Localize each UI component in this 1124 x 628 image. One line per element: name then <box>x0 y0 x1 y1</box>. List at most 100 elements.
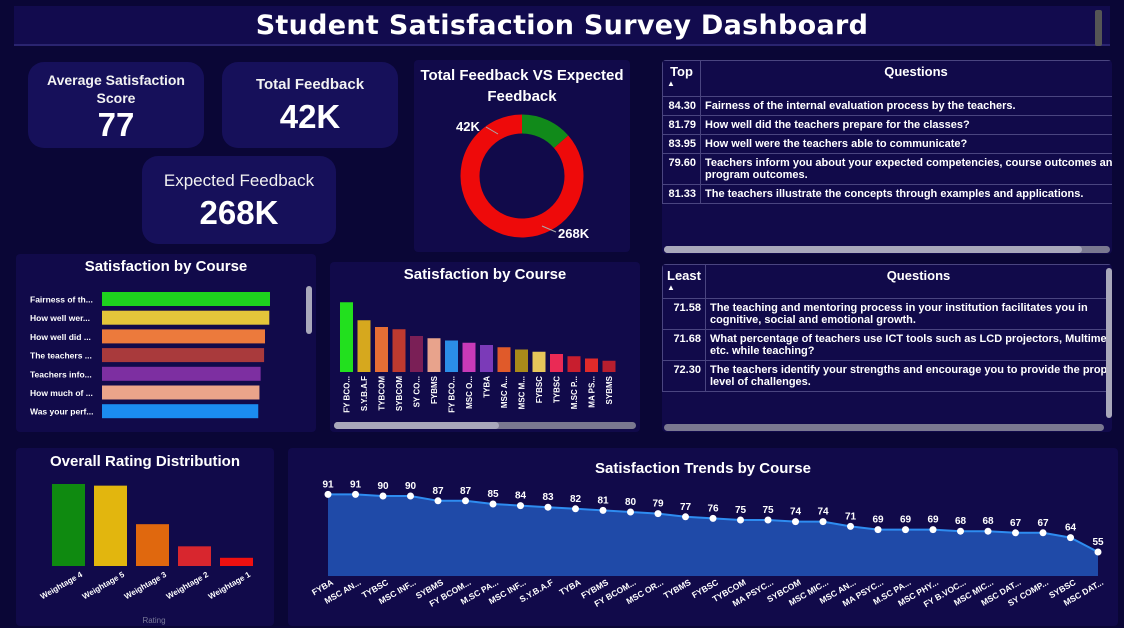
trend-data-label: 74 <box>817 507 829 518</box>
total-feedback-value: 42K <box>279 98 341 135</box>
hbar-bar <box>102 348 265 363</box>
trend-data-label: 71 <box>845 511 857 522</box>
vbar-panel: Satisfaction by Course FY BCO... S.Y.B.A.… <box>330 262 640 432</box>
hbar-panel: Satisfaction by Course Fairness of th...… <box>16 254 316 432</box>
questions-col-header[interactable]: Questions <box>700 60 1112 97</box>
trend-data-label: 91 <box>350 479 362 490</box>
expected-feedback-label: Expected Feedback <box>163 171 315 190</box>
hbar-bar <box>102 385 260 400</box>
trend-point <box>544 503 552 511</box>
vbar-category-label: MSC M... <box>518 376 527 409</box>
hbar-bar <box>102 310 270 325</box>
vbar-category-label: TYBCOM <box>378 376 387 411</box>
donut-panel: Total Feedback VS Expected Feedback 42K 2… <box>414 60 630 252</box>
page-scrollbar[interactable] <box>1095 10 1102 46</box>
hbar-category-label: Fairness of th... <box>30 295 93 305</box>
vbar-bar <box>427 338 441 372</box>
vbar-category-label: MSC A... <box>500 376 509 408</box>
trend-category-label: TYBMS <box>662 577 693 601</box>
question-cell: The teachers illustrate the concepts thr… <box>700 184 1112 204</box>
table-row[interactable]: 79.60 Teachers inform you about your expe… <box>662 153 1112 185</box>
vbar-hscroll-thumb[interactable] <box>334 422 499 429</box>
table-row[interactable]: 72.30 The teachers identify your strength… <box>662 360 1112 392</box>
vbar-bar <box>567 356 581 372</box>
hbar-bar <box>102 329 265 344</box>
trend-data-label: 75 <box>762 505 774 516</box>
hbar-category-label: How well did ... <box>30 332 91 342</box>
least-table-hscroll[interactable] <box>664 424 1104 431</box>
trend-panel: Satisfaction Trends by Course 91 FYBA 91 MS… <box>288 448 1118 626</box>
hbar-vscroll[interactable] <box>306 286 312 334</box>
trend-point <box>434 497 442 505</box>
least-questions-col-header[interactable]: Questions <box>704 264 1112 299</box>
vbar-category-label: FY BCO... <box>343 376 352 413</box>
rating-bar <box>52 484 85 566</box>
trend-title: Satisfaction Trends by Course <box>595 460 811 477</box>
hbar-category-label: How well wer... <box>30 313 90 323</box>
vbar-bar <box>480 345 493 372</box>
score-cell: 71.68 <box>662 329 706 361</box>
donut-leader <box>485 126 499 135</box>
trend-point <box>709 514 717 522</box>
vbar-bar <box>357 320 371 372</box>
trend-point <box>792 518 799 526</box>
table-row[interactable]: 81.79 How well did the teachers prepare f… <box>662 115 1112 135</box>
trend-data-label: 85 <box>487 489 499 500</box>
donut-title: Total Feedback VS Expected Feedback <box>420 67 624 105</box>
expected-feedback-card: Expected Feedback 268K <box>142 156 336 244</box>
trend-data-label: 79 <box>652 499 664 510</box>
question-cell: How well did the teachers prepare for th… <box>700 115 1112 135</box>
table-row[interactable]: 81.33 The teachers illustrate the concept… <box>662 184 1112 204</box>
table-row[interactable]: 71.58 The teaching and mentoring process … <box>662 298 1112 330</box>
rating-category-label: Weightage 2 <box>165 570 211 602</box>
trend-point <box>627 508 634 516</box>
table-row[interactable]: 71.68 What percentage of teachers use ICT… <box>662 329 1112 361</box>
trend-data-label: 90 <box>377 481 389 492</box>
trend-point <box>489 500 497 508</box>
vbar-title: Satisfaction by Course <box>403 266 567 283</box>
question-cell: The teaching and mentoring process in yo… <box>704 298 1112 330</box>
dashboard-title: Student Satisfaction Survey Dashboard <box>255 10 869 41</box>
top-col-header[interactable]: Top ▲ <box>662 60 701 97</box>
hbar-title: Satisfaction by Course <box>84 258 248 275</box>
table-row[interactable]: 83.95 How well were the teachers able to … <box>662 134 1112 154</box>
trend-point <box>352 490 359 498</box>
vbar-category-label: M.SC P... <box>570 376 579 409</box>
donut-label: 268K <box>558 226 590 241</box>
top-table-hscroll-thumb[interactable] <box>664 246 1082 253</box>
table-row[interactable]: 84.30 Fairness of the internal evaluation… <box>662 96 1112 116</box>
trend-area <box>328 494 1098 576</box>
avg-satisfaction-label: Average Satisfaction Score <box>47 72 185 106</box>
trend-data-label: 81 <box>597 495 609 506</box>
vbar-bar <box>375 327 388 372</box>
hbar-chart: Fairness of th... How well wer... How well… <box>30 292 270 419</box>
trend-data-label: 84 <box>515 491 527 502</box>
trend-data-label: 80 <box>625 497 637 508</box>
trend-data-label: 82 <box>570 494 582 505</box>
vbar-bar <box>532 351 546 372</box>
question-cell: Teachers inform you about your expected … <box>700 153 1112 185</box>
donut-slice <box>521 114 569 149</box>
vbar-bar <box>462 342 476 372</box>
question-cell: The teachers identify your strengths and… <box>704 360 1112 392</box>
trend-point <box>957 527 964 535</box>
hbar-category-label: Teachers info... <box>30 369 92 379</box>
trend-point <box>517 502 524 510</box>
question-cell: Fairness of the internal evaluation proc… <box>700 96 1112 116</box>
least-table-vscroll[interactable] <box>1106 268 1112 418</box>
score-cell: 71.58 <box>662 298 706 330</box>
vbar-chart: FY BCO... S.Y.B.A.F TYBCOM SYBCOM SY CO... FY… <box>340 302 616 413</box>
vbar-bar <box>515 349 528 372</box>
trend-point <box>902 526 909 534</box>
score-cell: 83.95 <box>662 134 701 154</box>
least-col-header[interactable]: Least ▲ <box>662 264 706 299</box>
hbar-bar <box>102 292 270 306</box>
vbar-category-label: MA PS... <box>588 376 597 408</box>
hbar-category-label: How much of ... <box>30 388 93 398</box>
trend-data-label: 68 <box>955 516 967 527</box>
expected-feedback-value: 268K <box>199 194 279 231</box>
vbar-category-label: SYBMS <box>605 375 614 404</box>
avg-satisfaction-value: 77 <box>97 106 135 143</box>
trend-data-label: 69 <box>927 515 939 526</box>
